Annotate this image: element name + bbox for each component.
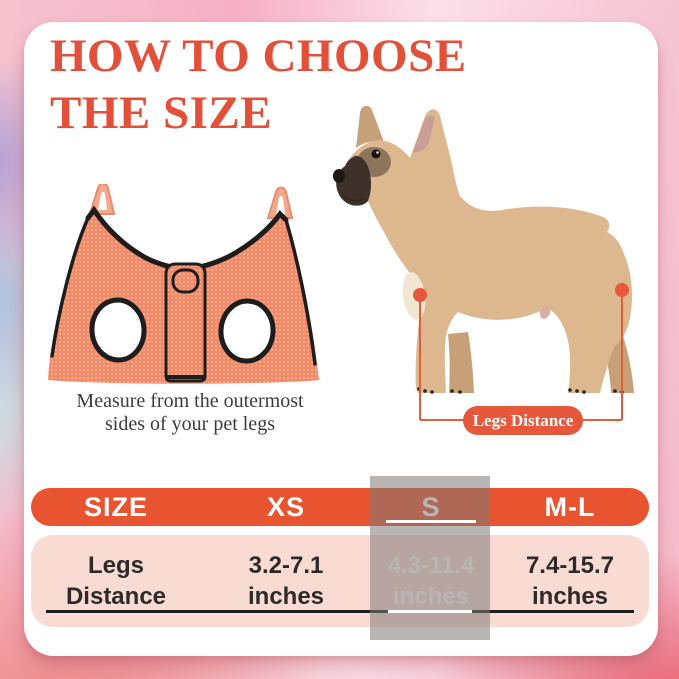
legs-distance-badge-label: Legs Distance (472, 410, 574, 430)
size-table-data-row: Legs Distance 3.2-7.1 inches 4.3-11.4 in… (31, 535, 649, 627)
size-table-header-row: SIZE XS S M-L (31, 488, 649, 526)
row-label-line-1: Legs (87, 552, 144, 579)
harness-hanging-loops (88, 184, 294, 219)
header-cell-ml: M-L (544, 491, 596, 522)
rear-leg-marker-dot (615, 283, 629, 297)
row-label-line-2: Distance (65, 583, 167, 610)
xs-range: 3.2-7.1 (248, 552, 324, 579)
highlighted-size-column-overlay (370, 476, 490, 640)
ml-unit: inches (531, 583, 609, 610)
highlight-row-underline (388, 610, 472, 613)
harness-leg-hole-right (218, 298, 276, 364)
highlight-header-underline (386, 520, 476, 523)
cell-ml-value: 7.4-15.7 inches (491, 550, 649, 612)
harness-leg-hole-left (89, 297, 147, 363)
dog-body (336, 109, 632, 393)
header-cell-size: SIZE (83, 491, 148, 522)
caption-line-2: sides of your pet legs (105, 413, 275, 435)
xs-unit: inches (247, 583, 325, 610)
dog-eye (371, 149, 381, 159)
ml-range: 7.4-15.7 (525, 552, 615, 579)
table-bottom-rule (46, 610, 634, 613)
front-leg-marker-dot (413, 288, 427, 302)
measure-caption: Measure from the outermost sides of your… (40, 390, 340, 436)
title-line-2: THE SIZE (50, 87, 273, 139)
legs-distance-badge: Legs Distance (463, 406, 583, 435)
title-line-1: HOW TO CHOOSE (50, 30, 467, 82)
page-title: HOW TO CHOOSE THE SIZE (50, 28, 510, 142)
header-cell-xs: XS (266, 491, 306, 522)
cell-xs-value: 3.2-7.1 inches (201, 550, 371, 612)
cell-legs-distance: Legs Distance (31, 550, 201, 612)
pet-sling-harness-illustration (48, 184, 319, 384)
caption-line-1: Measure from the outermost (76, 390, 304, 412)
